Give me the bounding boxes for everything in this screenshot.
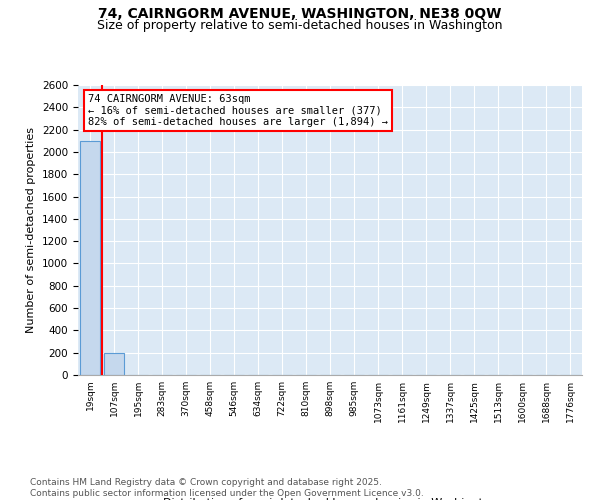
X-axis label: Distribution of semi-detached houses by size in Washington: Distribution of semi-detached houses by … [163, 498, 497, 500]
Text: 74, CAIRNGORM AVENUE, WASHINGTON, NE38 0QW: 74, CAIRNGORM AVENUE, WASHINGTON, NE38 0… [98, 8, 502, 22]
Text: Size of property relative to semi-detached houses in Washington: Size of property relative to semi-detach… [97, 19, 503, 32]
Text: Contains HM Land Registry data © Crown copyright and database right 2025.
Contai: Contains HM Land Registry data © Crown c… [30, 478, 424, 498]
Y-axis label: Number of semi-detached properties: Number of semi-detached properties [26, 127, 37, 333]
Bar [80, 141, 100, 375]
Text: 74 CAIRNGORM AVENUE: 63sqm
← 16% of semi-detached houses are smaller (377)
82% o: 74 CAIRNGORM AVENUE: 63sqm ← 16% of semi… [88, 94, 388, 127]
Bar [104, 352, 124, 375]
